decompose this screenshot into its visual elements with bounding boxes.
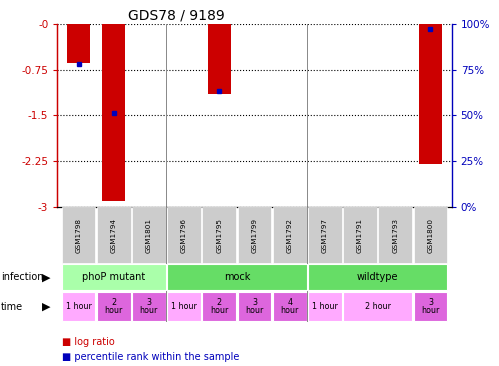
Text: GDS78 / 9189: GDS78 / 9189	[128, 9, 225, 23]
Text: 2 hour: 2 hour	[365, 302, 391, 311]
Text: ■ percentile rank within the sample: ■ percentile rank within the sample	[62, 352, 240, 362]
Bar	[419, 24, 442, 164]
Text: GSM1801: GSM1801	[146, 218, 152, 253]
Text: GSM1798: GSM1798	[75, 218, 81, 253]
Text: 1 hour: 1 hour	[65, 302, 91, 311]
Text: infection: infection	[1, 272, 43, 282]
Bar	[167, 292, 201, 321]
Bar	[102, 24, 125, 201]
Bar	[273, 208, 306, 263]
Text: ▶: ▶	[41, 272, 50, 282]
Bar	[61, 264, 166, 290]
Bar	[167, 264, 306, 290]
Text: time: time	[1, 302, 23, 311]
Text: 1 hour: 1 hour	[312, 302, 338, 311]
Bar	[167, 208, 201, 263]
Bar	[238, 292, 271, 321]
Text: GSM1799: GSM1799	[251, 218, 257, 253]
Text: 2
hour: 2 hour	[210, 298, 229, 315]
Bar	[203, 208, 236, 263]
Text: 3
hour: 3 hour	[246, 298, 263, 315]
Bar	[414, 292, 448, 321]
Bar	[132, 292, 166, 321]
Text: mock: mock	[224, 272, 250, 282]
Bar	[203, 292, 236, 321]
Bar	[308, 208, 342, 263]
Text: GSM1796: GSM1796	[181, 218, 187, 253]
Text: wildtype: wildtype	[357, 272, 398, 282]
Text: 1 hour: 1 hour	[171, 302, 197, 311]
Bar	[97, 292, 131, 321]
Text: GSM1791: GSM1791	[357, 218, 363, 253]
Bar	[97, 208, 131, 263]
Bar	[378, 208, 412, 263]
Text: phoP mutant: phoP mutant	[82, 272, 145, 282]
Bar	[343, 208, 377, 263]
Text: GSM1795: GSM1795	[216, 218, 222, 253]
Bar	[308, 264, 448, 290]
Text: 4
hour: 4 hour	[280, 298, 299, 315]
Bar	[208, 24, 231, 94]
Bar	[61, 292, 95, 321]
Bar	[273, 292, 306, 321]
Text: GSM1794: GSM1794	[111, 218, 117, 253]
Text: 2
hour: 2 hour	[104, 298, 123, 315]
Text: 3
hour: 3 hour	[140, 298, 158, 315]
Bar	[67, 24, 90, 63]
Text: ■ log ratio: ■ log ratio	[62, 337, 115, 347]
Text: 3
hour: 3 hour	[421, 298, 440, 315]
Text: GSM1792: GSM1792	[287, 218, 293, 253]
Text: ▶: ▶	[41, 302, 50, 311]
Bar	[308, 292, 342, 321]
Text: GSM1797: GSM1797	[322, 218, 328, 253]
Bar	[343, 292, 412, 321]
Bar	[132, 208, 166, 263]
Bar	[414, 208, 448, 263]
Bar	[61, 208, 95, 263]
Text: GSM1800: GSM1800	[428, 218, 434, 253]
Bar	[238, 208, 271, 263]
Text: GSM1793: GSM1793	[392, 218, 398, 253]
